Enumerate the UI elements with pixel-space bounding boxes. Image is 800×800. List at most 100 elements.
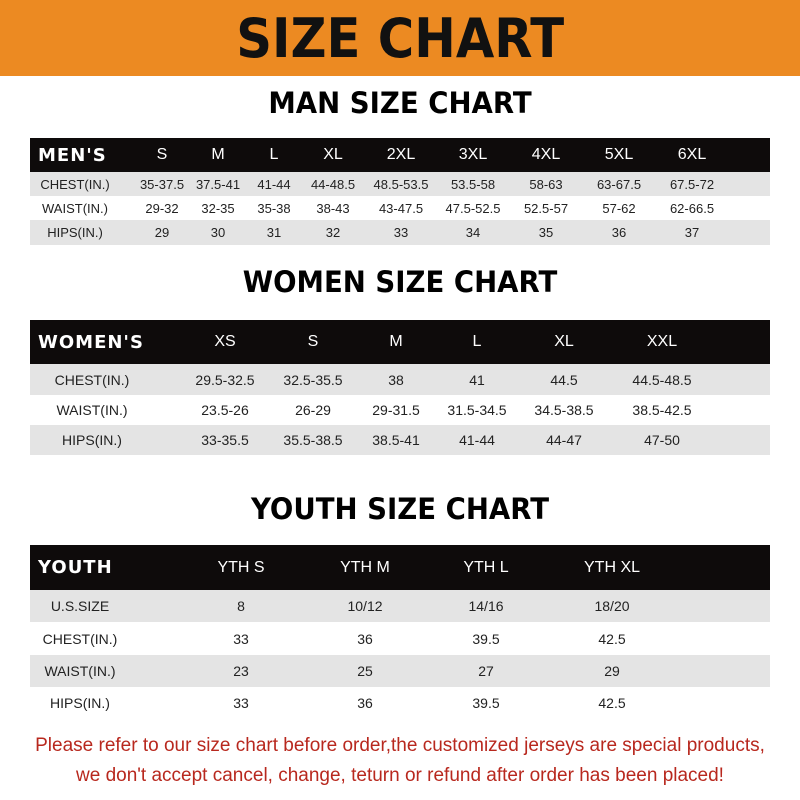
- size-header-cell: 3XL: [458, 146, 488, 163]
- measurement-label: HIPS(IN.): [47, 225, 103, 240]
- table-cell: 44.5: [550, 371, 578, 388]
- size-header-cell: L: [269, 146, 279, 163]
- size-header-cell: M: [211, 146, 225, 163]
- men-header-row: MEN'S S M L XL 2XL 3XL 4XL 5XL 6XL: [30, 138, 770, 172]
- table-cell: 33: [233, 630, 249, 647]
- table-row: CHEST(IN.) 33 36 39.5 42.5: [30, 622, 770, 655]
- table-cell: 37: [684, 225, 700, 240]
- men-size-table: MEN'S S M L XL 2XL 3XL 4XL 5XL 6XL CHEST(IN.) 35-37…: [30, 138, 770, 245]
- table-cell: 25: [357, 663, 373, 679]
- men-chart-title: MAN SIZE CHART: [268, 86, 532, 120]
- youth-chart-title: YOUTH SIZE CHART: [250, 492, 550, 526]
- table-cell: 8: [237, 598, 245, 614]
- table-cell: 41: [469, 371, 485, 388]
- table-cell: 29-32: [145, 200, 179, 216]
- table-cell: 14/16: [468, 598, 504, 614]
- size-header-cell: M: [389, 333, 403, 350]
- table-cell: 33: [233, 694, 249, 711]
- size-header-cell: XL: [323, 146, 343, 163]
- table-cell: 43-47.5: [378, 200, 424, 216]
- table-cell: 44-48.5: [310, 176, 356, 192]
- youth-header-row: YOUTH YTH S YTH M YTH L YTH XL: [30, 545, 770, 590]
- banner: SIZE CHART: [0, 0, 800, 76]
- table-cell: 38.5-41: [372, 432, 420, 448]
- table-row: HIPS(IN.) 29 30 31 32 33 34 35 36 37: [30, 220, 770, 245]
- table-cell: 31: [266, 225, 282, 240]
- table-cell: 35-37.5: [139, 176, 185, 192]
- measurement-label: HIPS(IN.): [62, 432, 122, 448]
- size-header-cell: S: [156, 146, 168, 163]
- size-header-cell: 2XL: [386, 146, 416, 163]
- size-header-cell: YTH S: [217, 558, 265, 576]
- measurement-label: CHEST(IN.): [54, 371, 130, 388]
- table-cell: 32.5-35.5: [283, 371, 343, 388]
- table-cell: 35: [538, 225, 554, 240]
- table-cell: 33-35.5: [201, 432, 249, 448]
- measurement-label: WAIST(IN.): [56, 402, 128, 418]
- table-cell: 37.5-41: [195, 176, 241, 192]
- table-cell: 44.5-48.5: [632, 371, 692, 388]
- table-cell: 36: [611, 225, 627, 240]
- measurement-label: CHEST(IN.): [40, 176, 110, 192]
- table-cell: 57-62: [602, 200, 636, 216]
- table-cell: 33: [393, 225, 409, 240]
- size-header-cell: YTH M: [340, 558, 390, 576]
- table-cell: 44-47: [546, 432, 582, 448]
- size-header-cell: 6XL: [677, 146, 707, 163]
- table-cell: 26-29: [295, 402, 331, 418]
- table-row: CHEST(IN.) 29.5-32.5 32.5-35.5 38 41 44.5 44.5…: [30, 364, 770, 395]
- table-heading: YOUTH: [38, 557, 113, 578]
- table-cell: 63-67.5: [596, 176, 642, 192]
- table-cell: 18/20: [594, 598, 630, 614]
- table-cell: 34.5-38.5: [534, 402, 594, 418]
- table-cell: 29-31.5: [372, 402, 420, 418]
- table-cell: 38: [388, 371, 404, 388]
- measurement-label: WAIST(IN.): [44, 663, 116, 679]
- table-cell: 36: [357, 630, 373, 647]
- table-row: HIPS(IN.) 33 36 39.5 42.5: [30, 687, 770, 718]
- table-row: WAIST(IN.) 29-32 32-35 35-38 38-43 43-47.5 47.…: [30, 196, 770, 220]
- table-cell: 31.5-34.5: [447, 402, 507, 418]
- table-cell: 53.5-58: [450, 176, 496, 192]
- women-header-row: WOMEN'S XS S M L XL XXL: [30, 320, 770, 364]
- table-cell: 42.5: [598, 694, 626, 711]
- table-cell: 39.5: [472, 630, 500, 647]
- table-cell: 23: [233, 663, 249, 679]
- table-heading: WOMEN'S: [38, 331, 144, 353]
- size-header-cell: XL: [554, 333, 574, 350]
- size-header-cell: XS: [214, 333, 236, 350]
- table-cell: 41-44: [459, 432, 495, 448]
- table-row: HIPS(IN.) 33-35.5 35.5-38.5 38.5-41 41-44 44-…: [30, 425, 770, 455]
- size-header-cell: 5XL: [604, 146, 634, 163]
- table-row: WAIST(IN.) 23.5-26 26-29 29-31.5 31.5-34.5 34…: [30, 395, 770, 425]
- measurement-label: HIPS(IN.): [50, 694, 110, 711]
- banner-title: SIZE CHART: [236, 6, 564, 70]
- table-cell: 10/12: [347, 598, 383, 614]
- table-cell: 38-43: [316, 200, 350, 216]
- table-cell: 38.5-42.5: [632, 402, 692, 418]
- women-chart-title: WOMEN SIZE CHART: [242, 265, 558, 299]
- table-cell: 41-44: [257, 176, 291, 192]
- women-size-table: WOMEN'S XS S M L XL XXL CHEST(IN.) 29.5-32.5 32.5…: [30, 320, 770, 455]
- table-cell: 32: [325, 225, 341, 240]
- table-cell: 34: [465, 225, 481, 240]
- table-heading: MEN'S: [38, 144, 107, 166]
- size-header-cell: 4XL: [531, 146, 561, 163]
- table-cell: 62-66.5: [669, 200, 715, 216]
- table-cell: 42.5: [598, 630, 626, 647]
- table-cell: 58-63: [529, 176, 563, 192]
- table-cell: 32-35: [201, 200, 235, 216]
- size-header-cell: YTH XL: [583, 558, 641, 576]
- table-cell: 47.5-52.5: [445, 200, 501, 216]
- measurement-label: U.S.SIZE: [50, 598, 110, 614]
- table-cell: 23.5-26: [201, 402, 249, 418]
- table-cell: 52.5-57: [523, 200, 569, 216]
- size-header-cell: YTH L: [463, 558, 509, 576]
- table-cell: 36: [357, 694, 373, 711]
- size-header-cell: XXL: [646, 333, 678, 350]
- table-cell: 29: [604, 663, 620, 679]
- table-cell: 39.5: [472, 694, 500, 711]
- table-cell: 29: [154, 225, 170, 240]
- table-row: U.S.SIZE 8 10/12 14/16 18/20: [30, 590, 770, 622]
- table-cell: 35.5-38.5: [283, 432, 343, 448]
